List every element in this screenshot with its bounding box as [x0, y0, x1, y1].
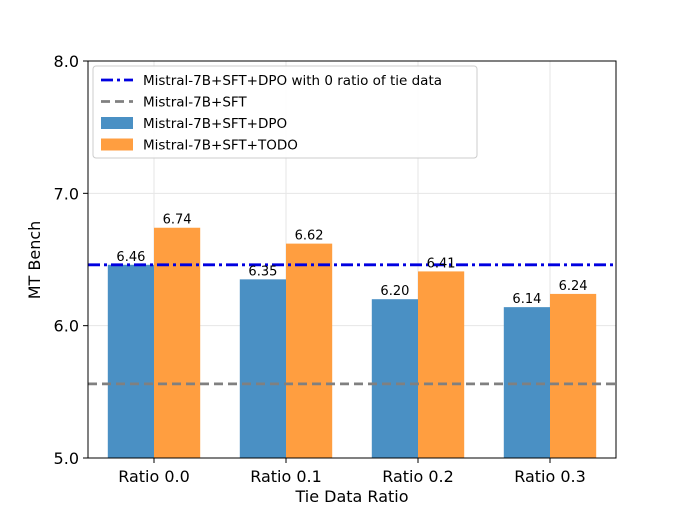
bar-value-label: 6.24: [559, 279, 588, 294]
legend-swatch: [101, 117, 133, 129]
y-axis-ticks: 5.0 6.0 7.0 8.0: [54, 52, 88, 468]
legend: Mistral-7B+SFT+DPO with 0 ratio of tie d…: [92, 65, 478, 159]
legend-box: [92, 65, 478, 159]
plot-frame: [87, 60, 617, 459]
bar-dpo: [107, 264, 154, 458]
x-tick-label: Ratio 0.0: [118, 467, 190, 486]
bar-value-label: 6.35: [248, 264, 277, 279]
bar-todo: [154, 227, 201, 458]
bar-value-label: 6.46: [116, 250, 145, 265]
y-tick-label: 6.0: [54, 317, 79, 336]
x-tick-label: Ratio 0.2: [382, 467, 454, 486]
legend-entry-dpo: Mistral-7B+SFT+DPO: [101, 116, 287, 132]
legend-entry-dpo-zero-tie: Mistral-7B+SFT+DPO with 0 ratio of tie d…: [101, 73, 442, 89]
bars: [107, 227, 597, 458]
y-axis-label: MT Bench: [25, 221, 44, 300]
bar-value-label: 6.62: [295, 229, 324, 244]
bar-todo: [286, 243, 333, 458]
x-axis-label: Tie Data Ratio: [294, 487, 408, 506]
y-tick-label: 5.0: [54, 449, 79, 468]
legend-label: Mistral-7B+SFT+TODO: [143, 138, 298, 154]
legend-label: Mistral-7B+SFT+DPO: [143, 116, 287, 132]
legend-label: Mistral-7B+SFT: [143, 95, 247, 111]
x-tick-label: Ratio 0.3: [514, 467, 586, 486]
bar-value-label: 6.14: [512, 292, 541, 307]
y-tick-label: 7.0: [54, 184, 79, 203]
bar-value-label: 6.74: [163, 213, 192, 228]
bar-dpo: [371, 299, 418, 458]
y-tick-label: 8.0: [54, 52, 79, 71]
bar-value-label: 6.41: [427, 256, 456, 271]
x-tick-label: Ratio 0.1: [250, 467, 322, 486]
legend-label: Mistral-7B+SFT+DPO with 0 ratio of tie d…: [143, 73, 442, 89]
legend-entry-sft: Mistral-7B+SFT: [101, 95, 247, 111]
legend-entry-todo: Mistral-7B+SFT+TODO: [101, 138, 298, 154]
legend-swatch: [101, 138, 133, 151]
bar-value-labels: 6.46 6.35 6.20 6.14 6.74 6.62 6.41 6.24: [116, 213, 587, 307]
x-axis-ticks: Ratio 0.0 Ratio 0.1 Ratio 0.2 Ratio 0.3: [118, 458, 586, 486]
bar-dpo: [239, 279, 286, 458]
bar-todo: [550, 293, 597, 458]
bar-todo: [418, 271, 465, 458]
bar-value-label: 6.20: [380, 284, 409, 299]
reference-lines: [88, 263, 616, 386]
